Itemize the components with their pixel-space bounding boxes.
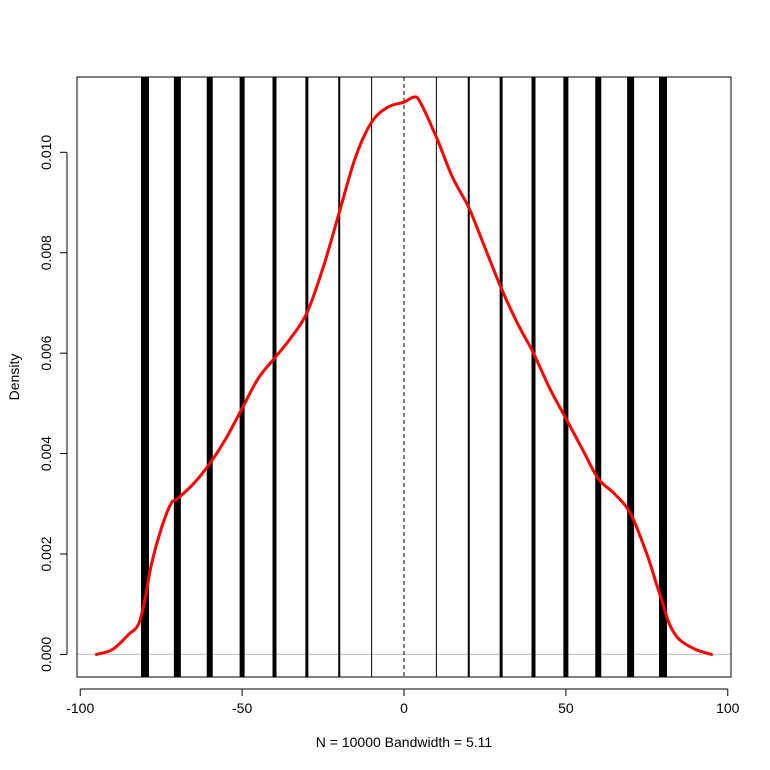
y-tick-label: 0.000 <box>38 637 54 672</box>
density-curve <box>94 95 714 656</box>
x-tick-label: 50 <box>558 700 574 716</box>
y-axis: 0.000 0.002 0.004 0.006 0.008 0.010 <box>38 135 68 672</box>
x-axis: -100 -50 0 50 100 <box>66 688 740 716</box>
y-tick-label: 0.002 <box>38 536 54 571</box>
x-tick-label: 0 <box>400 700 408 716</box>
y-tick-label: 0.010 <box>38 135 54 170</box>
y-tick-label: 0.008 <box>38 235 54 270</box>
plot-marks <box>77 77 731 677</box>
plot-frame <box>76 76 732 678</box>
y-tick-label: 0.006 <box>38 335 54 370</box>
x-tick-label: 100 <box>716 700 740 716</box>
y-tick-label: 0.004 <box>38 436 54 471</box>
y-axis-title: Density <box>6 354 22 401</box>
x-tick-label: -100 <box>66 700 94 716</box>
x-tick-label: -50 <box>232 700 252 716</box>
x-axis-title: N = 10000 Bandwidth = 5.11 <box>316 734 493 750</box>
